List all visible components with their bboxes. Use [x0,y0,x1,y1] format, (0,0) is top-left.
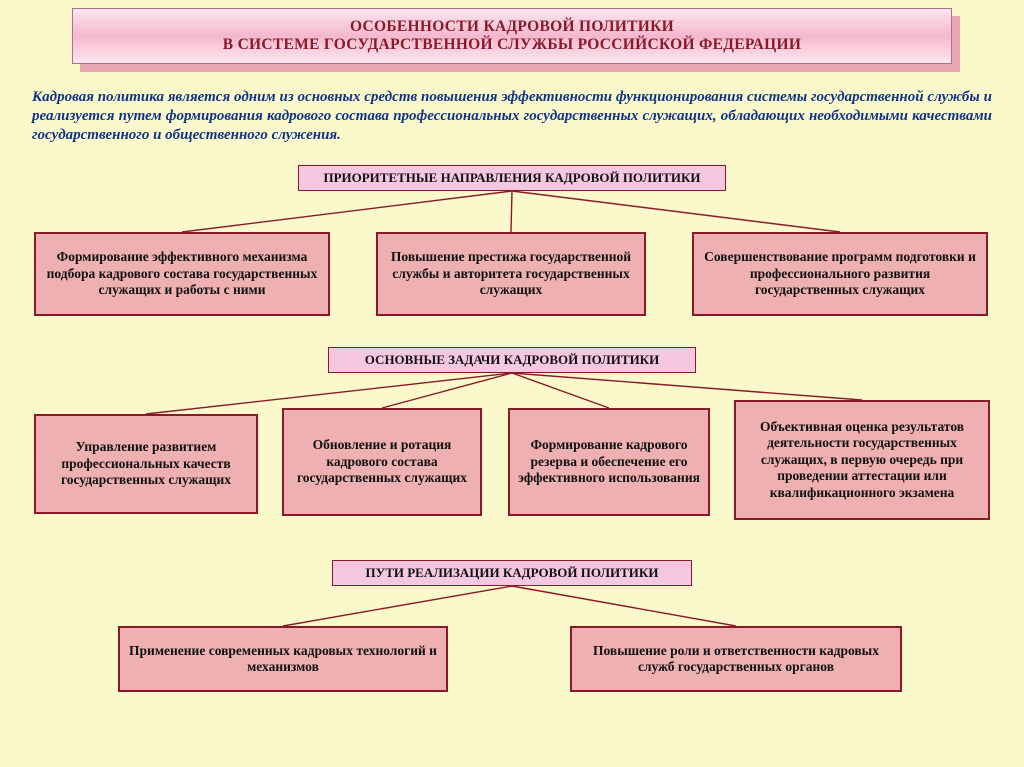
section-0-child-0: Формирование эффективного механизма подб… [34,232,330,316]
title-line-1: ОСОБЕННОСТИ КАДРОВОЙ ПОЛИТИКИ [350,18,674,36]
section-1-child-1: Обновление и ротация кадрового состава г… [282,408,482,516]
section-2-child-1: Повышение роли и ответственности кадровы… [570,626,902,692]
section-1-child-0: Управление развитием профессиональных ка… [34,414,258,514]
section-header-2: ПУТИ РЕАЛИЗАЦИИ КАДРОВОЙ ПОЛИТИКИ [332,560,692,586]
section-1-child-2: Формирование кадрового резерва и обеспеч… [508,408,710,516]
section-header-1: ОСНОВНЫЕ ЗАДАЧИ КАДРОВОЙ ПОЛИТИКИ [328,347,696,373]
page-title-container: ОСОБЕННОСТИ КАДРОВОЙ ПОЛИТИКИ В СИСТЕМЕ … [72,8,952,64]
title-line-2: В СИСТЕМЕ ГОСУДАРСТВЕННОЙ СЛУЖБЫ РОССИЙС… [223,36,801,54]
section-2-child-0: Применение современных кадровых технолог… [118,626,448,692]
section-header-0: ПРИОРИТЕТНЫЕ НАПРАВЛЕНИЯ КАДРОВОЙ ПОЛИТИ… [298,165,726,191]
intro-paragraph: Кадровая политика является одним из осно… [32,88,992,144]
section-0-child-2: Совершенствование программ подготовки и … [692,232,988,316]
page-title: ОСОБЕННОСТИ КАДРОВОЙ ПОЛИТИКИ В СИСТЕМЕ … [72,8,952,64]
section-0-child-1: Повышение престижа государственной служб… [376,232,646,316]
section-1-child-3: Объективная оценка результатов деятельно… [734,400,990,520]
